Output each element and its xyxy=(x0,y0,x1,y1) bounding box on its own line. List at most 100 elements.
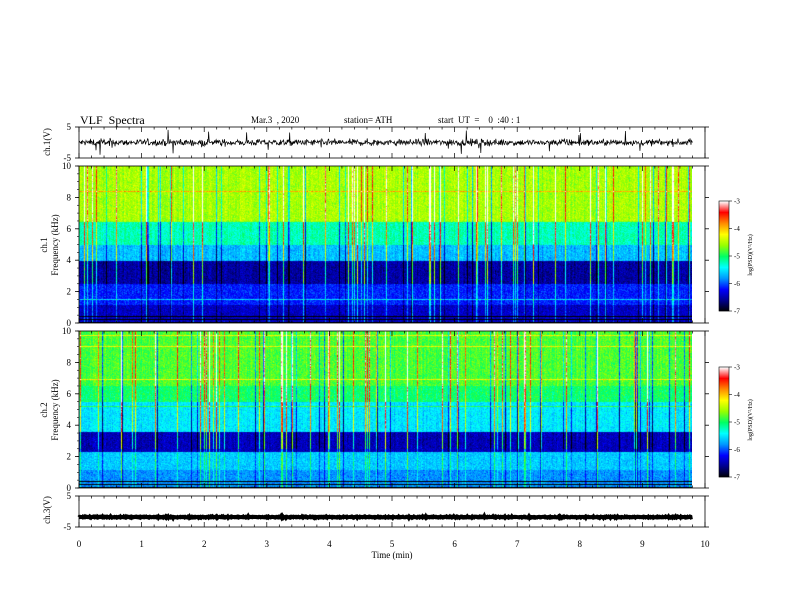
colorbar-2-swatch xyxy=(719,439,729,441)
colorbar-1-swatch xyxy=(719,309,729,311)
colorbar-1-swatch xyxy=(719,233,729,235)
colorbar-1-swatch xyxy=(719,206,729,208)
colorbar-2-swatch xyxy=(719,462,729,464)
colorbar-1-swatch xyxy=(719,276,729,278)
colorbar-1-swatch xyxy=(719,284,729,286)
colorbar-1-swatch xyxy=(719,261,729,263)
colorbar-2-tick-label: -5 xyxy=(734,419,740,427)
ch2-spectrogram-ytick-label: 4 xyxy=(67,420,72,430)
ch2-frequency-label: Frequency (kHz) xyxy=(50,379,60,440)
colorbar-2-swatch xyxy=(719,405,729,407)
ch1-spectrogram-ytick-label: 10 xyxy=(62,161,72,171)
colorbar-1-swatch xyxy=(719,250,729,252)
colorbar-2-swatch xyxy=(719,402,729,404)
colorbar-1-swatch xyxy=(719,245,729,247)
colorbar-2-tick-label: -4 xyxy=(734,391,740,399)
colorbar-2-swatch xyxy=(719,368,729,370)
colorbar-1-swatch xyxy=(719,260,729,262)
colorbar-2-swatch xyxy=(719,391,729,393)
colorbar-2-swatch xyxy=(719,367,729,369)
colorbar-1-swatch xyxy=(719,237,729,239)
colorbar-1-swatch xyxy=(719,227,729,229)
colorbar-1-swatch xyxy=(719,285,729,287)
colorbar-2-swatch xyxy=(719,408,729,410)
colorbar-2-swatch xyxy=(719,448,729,450)
colorbar-2-swatch xyxy=(719,414,729,416)
ch3-waveform-ylabel: ch.3(V) xyxy=(42,496,52,524)
colorbar-2-swatch xyxy=(719,374,729,376)
colorbar-1-swatch xyxy=(719,218,729,220)
colorbar-1-swatch xyxy=(719,214,729,216)
colorbar-1-swatch xyxy=(719,264,729,266)
colorbar-1-swatch xyxy=(719,201,729,203)
colorbar-1-tick-label: -5 xyxy=(734,253,740,261)
colorbar-1-swatch xyxy=(719,266,729,268)
colorbar-1-swatch xyxy=(719,270,729,272)
ch1-frequency-label: Frequency (kHz) xyxy=(50,214,60,275)
colorbar-1-swatch xyxy=(719,210,729,212)
colorbar-1-swatch xyxy=(719,255,729,257)
ch1-waveform-panel xyxy=(78,129,693,155)
colorbar-2-swatch xyxy=(719,471,729,473)
colorbar-1-swatch xyxy=(719,278,729,280)
colorbar-2-swatch xyxy=(719,431,729,433)
colorbar-2-swatch xyxy=(719,456,729,458)
colorbar-1-swatch xyxy=(719,258,729,260)
colorbar-2-swatch xyxy=(719,438,729,440)
colorbar-2-swatch xyxy=(719,371,729,373)
colorbar-1-tick-label: -6 xyxy=(734,280,740,288)
ch3-waveform-ytick-label: 5 xyxy=(67,491,72,501)
colorbar-2-swatch xyxy=(719,369,729,371)
ch2-spectrogram-ytick-label: 10 xyxy=(62,326,72,336)
colorbar-1-swatch xyxy=(719,281,729,283)
colorbar-1-swatch xyxy=(719,294,729,296)
colorbar-2-swatch xyxy=(719,394,729,396)
colorbar-2-swatch xyxy=(719,468,729,470)
colorbar-2-swatch xyxy=(719,401,729,403)
ch2-spectrogram-ytick-label: 8 xyxy=(67,357,72,367)
colorbar-2-swatch xyxy=(719,424,729,426)
colorbar-2-swatch xyxy=(719,399,729,401)
colorbar-2-swatch xyxy=(719,435,729,437)
colorbar-1-swatch xyxy=(719,269,729,271)
colorbar-2-swatch xyxy=(719,459,729,461)
colorbar-1-swatch xyxy=(719,256,729,258)
colorbar-1-swatch xyxy=(719,216,729,218)
x-axis-label: Time (min) xyxy=(372,550,413,560)
colorbar-1-swatch xyxy=(719,246,729,248)
colorbar-1-swatch xyxy=(719,308,729,310)
colorbar-2-swatch xyxy=(719,446,729,448)
colorbar-1-swatch xyxy=(719,253,729,255)
ch1-waveform-trace xyxy=(78,129,693,155)
colorbar-2-tick-label: -6 xyxy=(734,446,740,454)
colorbar-1-swatch xyxy=(719,302,729,304)
colorbar-1-swatch xyxy=(719,215,729,217)
ch3-waveform-ytick-label: -5 xyxy=(64,522,72,532)
colorbar-2-swatch xyxy=(719,458,729,460)
colorbar-1-swatch xyxy=(719,243,729,245)
colorbar-1-swatch xyxy=(719,221,729,223)
colorbar-2-swatch xyxy=(719,455,729,457)
colorbar-2-swatch xyxy=(719,385,729,387)
colorbar-1-swatch xyxy=(719,286,729,288)
colorbar-1-swatch xyxy=(719,220,729,222)
colorbar-1-swatch xyxy=(719,204,729,206)
colorbar-2-swatch xyxy=(719,427,729,429)
colorbar-1-swatch xyxy=(719,251,729,253)
colorbar-1-swatch xyxy=(719,240,729,242)
colorbar-2-swatch xyxy=(719,398,729,400)
ch3-waveform-panel xyxy=(77,511,693,522)
colorbar-2-swatch xyxy=(719,454,729,456)
colorbar-1-label: log(PSD)(V²/Hz) xyxy=(747,234,754,275)
colorbar-1-swatch xyxy=(719,297,729,299)
colorbar-2-swatch xyxy=(719,470,729,472)
colorbar-2-swatch xyxy=(719,451,729,453)
colorbar-2-swatch xyxy=(719,429,729,431)
colorbar-1-swatch xyxy=(719,291,729,293)
ch1-waveform-ytick-label: 5 xyxy=(67,122,72,132)
x-tick-label: 8 xyxy=(578,539,583,549)
colorbar-1-swatch xyxy=(719,300,729,302)
colorbar-1-swatch xyxy=(719,296,729,298)
colorbar-2-swatch xyxy=(719,465,729,467)
colorbar-2-swatch xyxy=(719,390,729,392)
